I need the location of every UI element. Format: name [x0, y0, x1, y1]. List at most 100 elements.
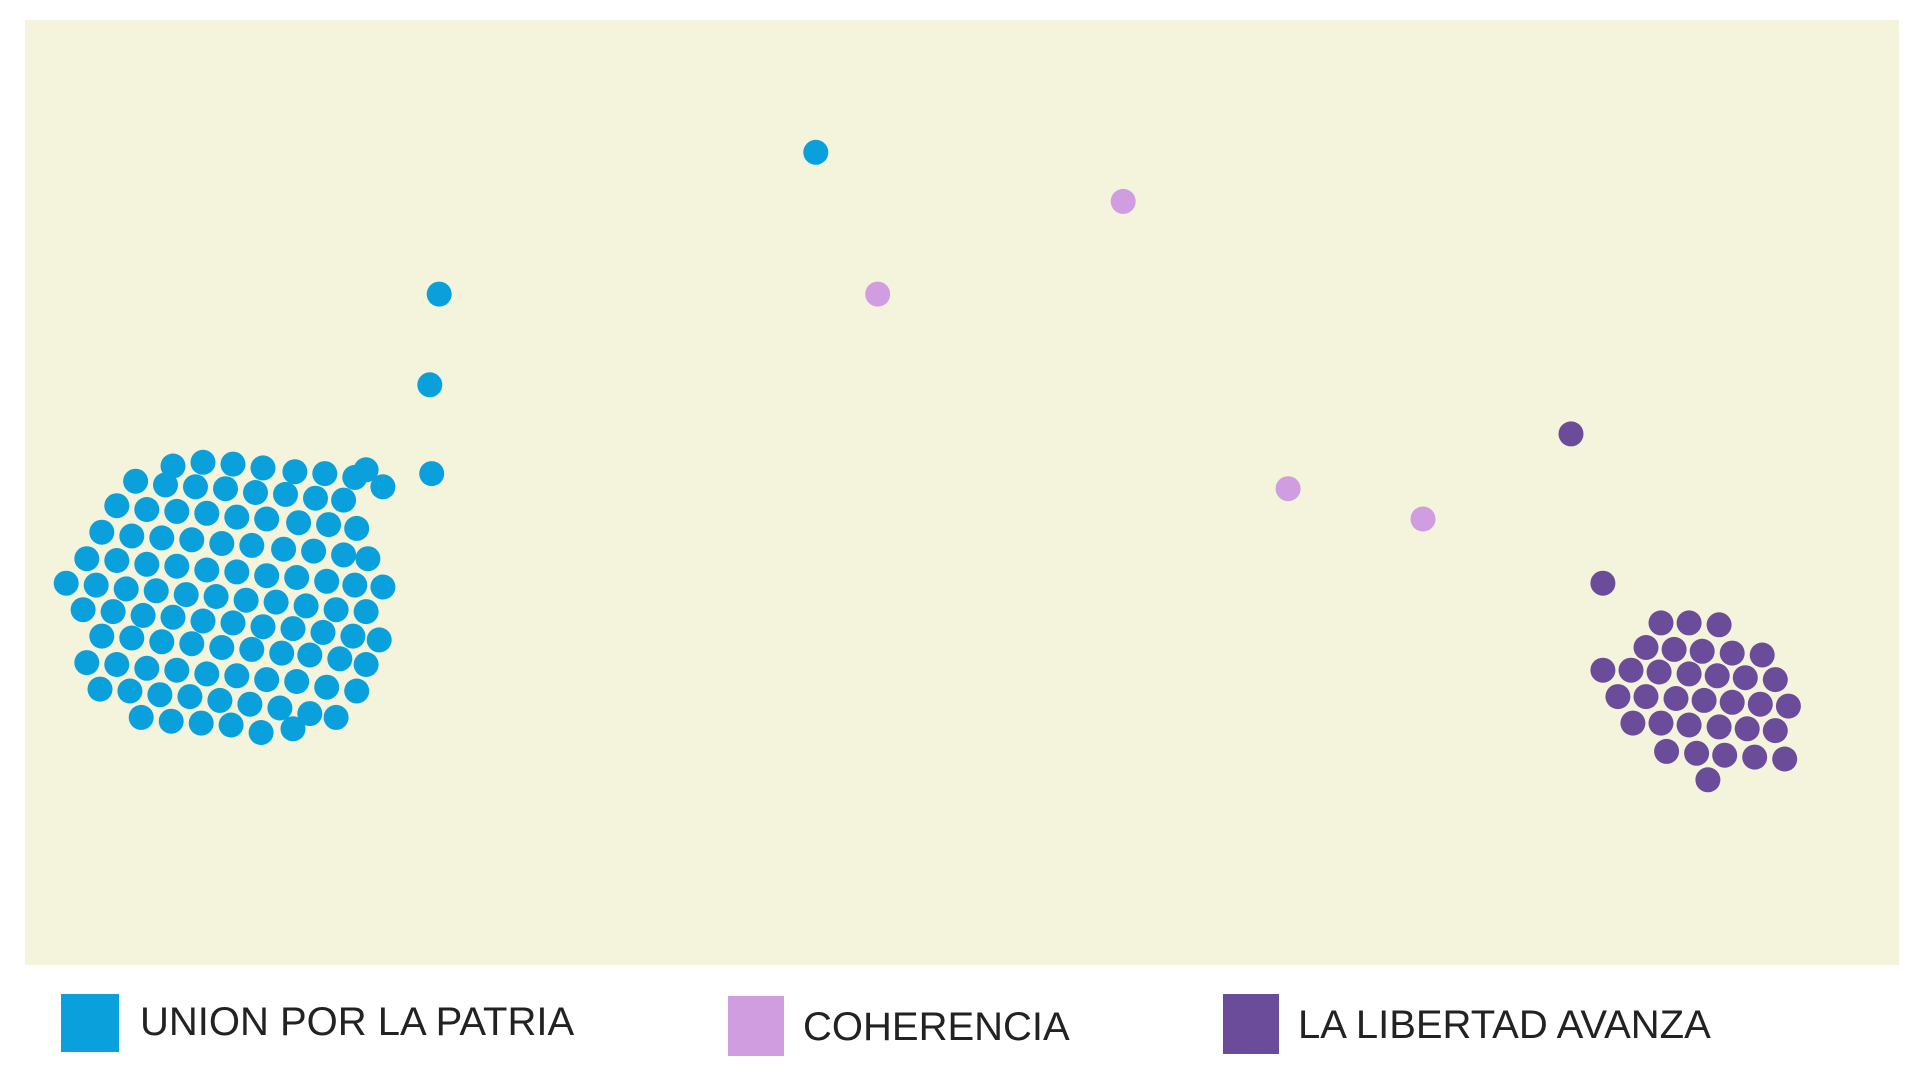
- point-union-por-la-patria: [194, 661, 220, 687]
- point-union-por-la-patria: [104, 548, 130, 573]
- point-union-por-la-patria: [179, 527, 205, 553]
- point-union-por-la-patria: [104, 493, 130, 519]
- point-union-por-la-patria: [164, 657, 190, 683]
- point-la-libertad-avanza: [1676, 712, 1702, 738]
- point-union-por-la-patria: [160, 604, 186, 630]
- point-union-por-la-patria: [353, 599, 379, 625]
- point-la-libertad-avanza: [1762, 718, 1788, 744]
- legend-label-coherencia: COHERENCIA: [803, 1005, 1070, 1049]
- point-la-libertad-avanza: [1742, 744, 1768, 770]
- series-la-libertad-avanza: [1558, 421, 1801, 793]
- legend: UNION POR LA PATRIA COHERENCIA LA LIBERT…: [61, 994, 1711, 1056]
- legend-item-coherencia: COHERENCIA: [728, 996, 1070, 1056]
- point-union-por-la-patria: [194, 500, 220, 526]
- point-union-por-la-patria: [164, 553, 190, 579]
- point-union-por-la-patria: [164, 498, 190, 524]
- point-union-por-la-patria: [220, 610, 246, 636]
- point-la-libertad-avanza: [1712, 742, 1738, 768]
- point-union-por-la-patria: [340, 623, 366, 649]
- point-la-libertad-avanza: [1695, 767, 1721, 793]
- point-union-por-la-patria: [419, 461, 445, 487]
- point-union-por-la-patria: [331, 542, 357, 568]
- point-union-por-la-patria: [203, 584, 229, 609]
- point-la-libertad-avanza: [1691, 687, 1717, 713]
- point-union-por-la-patria: [366, 627, 392, 653]
- point-union-por-la-patria: [323, 597, 349, 623]
- point-union-por-la-patria: [74, 650, 100, 676]
- point-union-por-la-patria: [194, 557, 220, 583]
- point-la-libertad-avanza: [1654, 738, 1680, 764]
- legend-item-union-por-la-patria: UNION POR LA PATRIA: [61, 994, 574, 1052]
- point-union-por-la-patria: [83, 572, 109, 598]
- point-union-por-la-patria: [119, 523, 145, 549]
- point-union-por-la-patria: [237, 691, 263, 717]
- point-union-por-la-patria: [342, 572, 368, 598]
- point-union-por-la-patria: [224, 559, 250, 585]
- point-la-libertad-avanza: [1648, 710, 1674, 736]
- legend-label-la-libertad-avanza: LA LIBERTAD AVANZA: [1298, 1003, 1711, 1047]
- point-union-por-la-patria: [134, 655, 160, 681]
- point-union-por-la-patria: [370, 574, 396, 600]
- point-la-libertad-avanza: [1633, 635, 1659, 660]
- point-union-por-la-patria: [158, 708, 184, 734]
- point-union-por-la-patria: [209, 635, 235, 660]
- point-union-por-la-patria: [254, 506, 280, 532]
- point-union-por-la-patria: [224, 504, 250, 530]
- point-union-por-la-patria: [209, 531, 235, 556]
- point-union-por-la-patria: [316, 512, 342, 538]
- legend-item-la-libertad-avanza: LA LIBERTAD AVANZA: [1223, 994, 1711, 1054]
- point-union-por-la-patria: [331, 487, 357, 513]
- point-union-por-la-patria: [239, 636, 265, 662]
- point-la-libertad-avanza: [1676, 661, 1702, 687]
- point-coherencia: [865, 281, 891, 307]
- point-la-libertad-avanza: [1684, 740, 1710, 766]
- point-union-por-la-patria: [280, 716, 306, 742]
- point-union-por-la-patria: [179, 631, 205, 657]
- point-la-libertad-avanza: [1590, 657, 1616, 683]
- point-union-por-la-patria: [250, 614, 276, 640]
- point-union-por-la-patria: [213, 476, 238, 502]
- series-union-por-la-patria: [53, 139, 829, 745]
- point-union-por-la-patria: [353, 652, 379, 677]
- point-union-por-la-patria: [134, 497, 160, 522]
- point-union-por-la-patria: [183, 474, 208, 500]
- point-union-por-la-patria: [207, 687, 233, 713]
- point-union-por-la-patria: [355, 546, 381, 572]
- point-la-libertad-avanza: [1633, 684, 1659, 710]
- point-la-libertad-avanza: [1734, 716, 1760, 742]
- point-union-por-la-patria: [297, 701, 323, 727]
- point-la-libertad-avanza: [1605, 684, 1631, 710]
- legend-swatch-la-libertad-avanza: [1223, 994, 1279, 1054]
- point-union-por-la-patria: [254, 667, 280, 693]
- point-la-libertad-avanza: [1719, 640, 1745, 666]
- point-union-por-la-patria: [273, 481, 298, 507]
- point-union-por-la-patria: [312, 461, 338, 487]
- point-la-libertad-avanza: [1646, 659, 1672, 685]
- point-union-por-la-patria: [370, 474, 396, 500]
- point-union-por-la-patria: [100, 599, 126, 625]
- points-layer: [53, 139, 1801, 793]
- point-union-por-la-patria: [128, 704, 154, 730]
- point-coherencia: [1275, 476, 1301, 502]
- point-union-por-la-patria: [220, 451, 246, 477]
- point-union-por-la-patria: [123, 468, 149, 494]
- point-la-libertad-avanza: [1704, 663, 1730, 689]
- point-union-por-la-patria: [104, 652, 130, 677]
- point-coherencia: [1410, 506, 1436, 532]
- point-union-por-la-patria: [89, 623, 115, 649]
- point-la-libertad-avanza: [1747, 691, 1773, 717]
- point-union-por-la-patria: [243, 480, 268, 505]
- point-la-libertad-avanza: [1558, 421, 1584, 447]
- point-union-por-la-patria: [803, 139, 829, 165]
- point-union-por-la-patria: [70, 597, 96, 623]
- point-la-libertad-avanza: [1661, 636, 1687, 662]
- point-la-libertad-avanza: [1706, 714, 1732, 740]
- point-la-libertad-avanza: [1706, 612, 1732, 638]
- point-union-por-la-patria: [254, 563, 280, 589]
- point-union-por-la-patria: [323, 704, 349, 730]
- point-union-por-la-patria: [117, 678, 143, 704]
- point-union-por-la-patria: [310, 619, 336, 645]
- point-la-libertad-avanza: [1676, 610, 1702, 636]
- point-la-libertad-avanza: [1648, 610, 1674, 636]
